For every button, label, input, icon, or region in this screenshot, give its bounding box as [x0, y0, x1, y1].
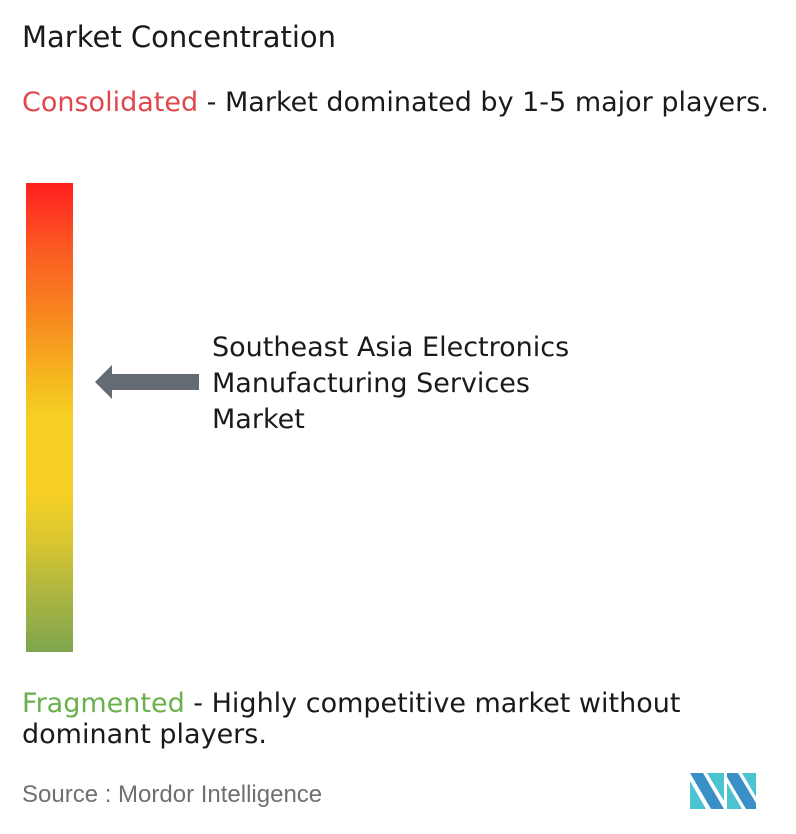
market-label-line: Southeast Asia Electronics	[212, 332, 570, 363]
market-label: Southeast Asia Electronics Manufacturing…	[212, 330, 569, 438]
concentration-scale-bar	[26, 183, 73, 652]
arrow-left-icon	[95, 365, 199, 399]
mordor-intelligence-logo	[690, 773, 756, 809]
fragmented-text: - Highly competitive market without domi…	[22, 688, 681, 750]
fragmented-description: Fragmented - Highly competitive market w…	[22, 688, 792, 750]
consolidated-text: - Market dominated by 1-5 major players.	[198, 87, 769, 118]
consolidated-description: Consolidated - Market dominated by 1-5 m…	[22, 87, 792, 118]
page-title: Market Concentration	[22, 20, 337, 54]
fragmented-label: Fragmented	[22, 688, 185, 719]
source-text: Source : Mordor Intelligence	[22, 781, 323, 808]
market-label-line: Manufacturing Services	[212, 368, 530, 399]
consolidated-label: Consolidated	[22, 87, 199, 118]
market-label-line: Market	[212, 404, 305, 435]
